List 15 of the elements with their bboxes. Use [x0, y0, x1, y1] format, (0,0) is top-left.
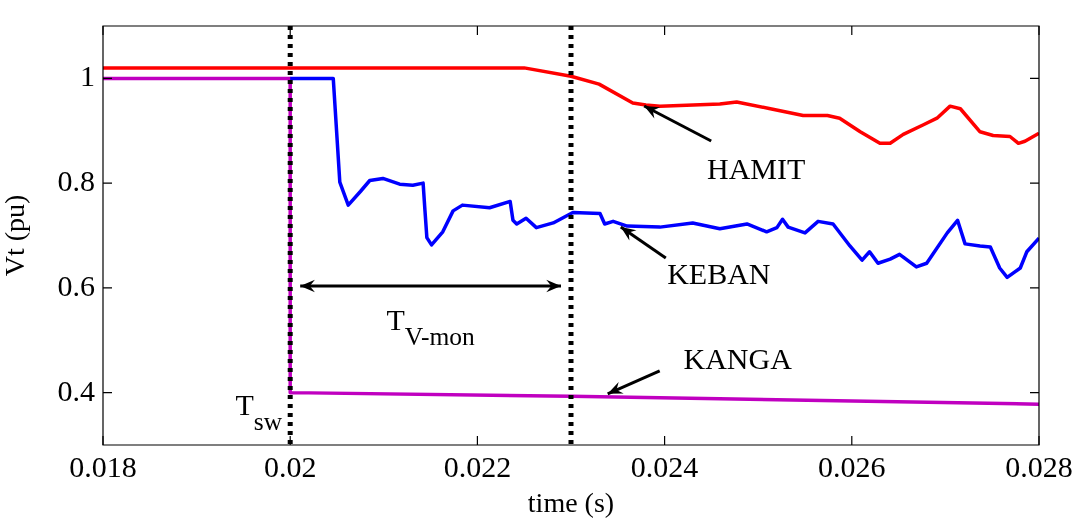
x-tick-label: 0.026: [818, 449, 886, 483]
annotation: KANGA: [683, 341, 793, 375]
y-tick-label: 0.4: [57, 373, 95, 407]
x-tick-label: 0.028: [1005, 449, 1073, 483]
y-tick-label: 0.8: [57, 164, 95, 197]
annotation: HAMIT: [707, 151, 806, 185]
annotation: KEBAN: [667, 256, 771, 290]
x-tick-label: 0.024: [630, 449, 699, 483]
x-tick-label: 0.018: [69, 449, 137, 483]
y-tick-label: 1: [80, 59, 95, 93]
y-axis-title: Vt (pu): [0, 194, 31, 277]
x-tick-label: 0.02: [263, 449, 317, 483]
x-axis-title: time (s): [527, 486, 615, 518]
y-tick-label: 0.6: [57, 268, 95, 302]
x-tick-label: 0.022: [443, 449, 512, 483]
